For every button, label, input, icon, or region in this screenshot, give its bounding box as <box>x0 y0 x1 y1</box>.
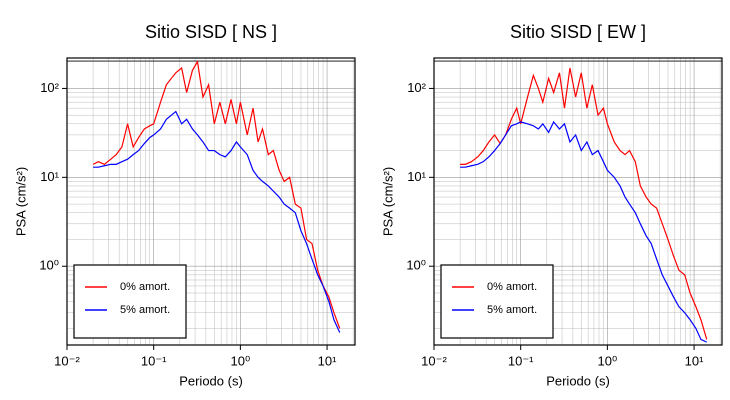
x-tick-label: 10⁻¹ <box>508 353 534 368</box>
x-axis-label: Periodo (s) <box>546 373 610 388</box>
y-tick-label: 10¹ <box>40 169 59 184</box>
series-line <box>93 110 341 333</box>
legend-label: 0% amort. <box>120 281 170 293</box>
panel: 10⁻² 10⁻¹ 10⁰ 10¹ 10⁰ 10¹ 10² Sitio SISD [ EW ]… <box>380 22 723 388</box>
x-tick-label: 10¹ <box>685 353 704 368</box>
y-tick-label: 10⁰ <box>406 258 426 273</box>
legend-box <box>440 264 554 339</box>
y-tick-label: 10¹ <box>407 169 426 184</box>
series-line <box>460 120 707 343</box>
x-tick-label: 10⁰ <box>598 353 618 368</box>
y-axis-label: PSA (cm/s²) <box>13 167 28 236</box>
x-tick-label: 10⁻¹ <box>141 353 167 368</box>
plot-frame <box>433 57 723 346</box>
chart-title: Sitio SISD [ EW ] <box>510 22 646 42</box>
x-tick-label: 10⁰ <box>231 353 251 368</box>
y-tick-label: 10⁰ <box>39 258 59 273</box>
x-axis-label: Periodo (s) <box>179 373 243 388</box>
legend-label: 5% amort. <box>120 304 170 316</box>
legend-box <box>73 264 187 339</box>
plot-frame <box>66 57 356 346</box>
y-tick-label: 10² <box>407 80 426 95</box>
series-line <box>92 59 341 329</box>
y-axis-label: PSA (cm/s²) <box>380 167 395 236</box>
x-tick-label: 10¹ <box>318 353 337 368</box>
x-tick-label: 10⁻² <box>421 353 447 368</box>
legend-label: 0% amort. <box>487 281 537 293</box>
legend-label: 5% amort. <box>487 304 537 316</box>
y-tick-label: 10² <box>40 80 59 95</box>
chart-title: Sitio SISD [ NS ] <box>145 22 277 42</box>
x-tick-label: 10⁻² <box>54 353 80 368</box>
panel: 10⁻² 10⁻¹ 10⁰ 10¹ 10⁰ 10¹ 10² Sitio SISD [ NS ]… <box>13 22 356 388</box>
